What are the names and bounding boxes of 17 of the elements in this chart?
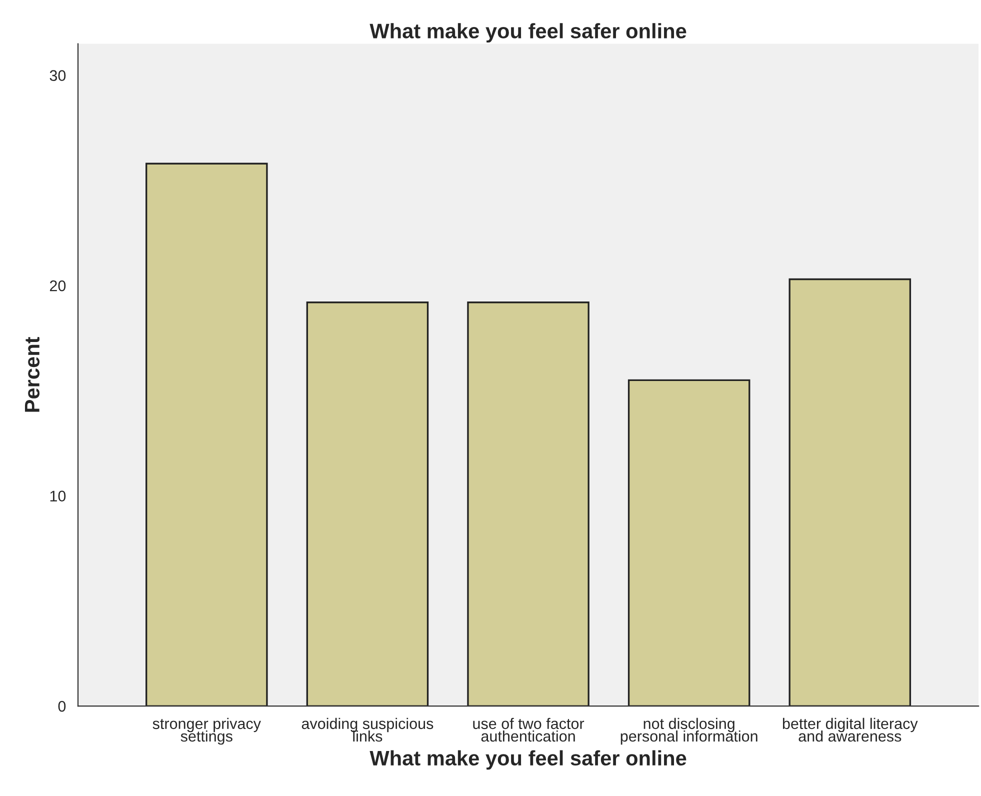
x-tick-label: use of two factor authentication bbox=[473, 718, 584, 742]
x-tick-label: not disclosing personal information bbox=[620, 718, 758, 745]
bar bbox=[146, 162, 268, 706]
y-tick-label: 10 bbox=[50, 490, 66, 502]
x-tick-label: avoiding suspicious links bbox=[302, 718, 434, 742]
bar bbox=[628, 379, 750, 706]
y-axis-title: Percent bbox=[24, 336, 40, 412]
x-tick-label: better digital literacy and awareness bbox=[782, 718, 918, 742]
chart-title: What make you feel safer online bbox=[370, 23, 686, 43]
bar bbox=[788, 278, 912, 706]
y-tick-label: 30 bbox=[50, 70, 66, 82]
x-tick-label: stronger privacy settings bbox=[152, 718, 261, 745]
y-tick-label: 20 bbox=[50, 280, 66, 292]
x-axis-title: What make you feel safer online bbox=[370, 750, 686, 770]
y-tick-label: 0 bbox=[58, 700, 66, 712]
bar bbox=[306, 302, 429, 706]
bar bbox=[467, 302, 590, 706]
